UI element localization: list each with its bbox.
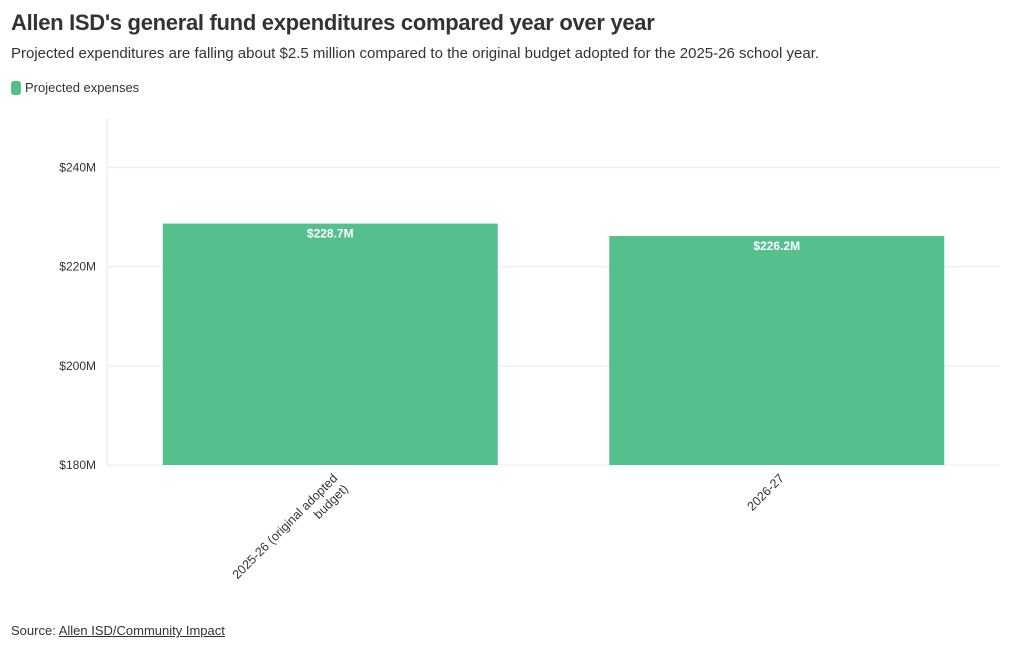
- data-label: $226.2M: [753, 239, 800, 253]
- x-tick-label: 2025-26 (original adoptedbudget): [230, 471, 351, 592]
- bar: [162, 223, 498, 465]
- y-tick-label: $240M: [59, 161, 96, 175]
- legend-swatch: [11, 80, 21, 95]
- source-prefix: Source:: [11, 623, 59, 638]
- source-note: Source: Allen ISD/Community Impact: [11, 623, 225, 638]
- bar: [609, 235, 945, 465]
- chart-subtitle: Projected expenditures are falling about…: [11, 45, 820, 62]
- y-tick-label: $200M: [59, 359, 96, 373]
- data-label: $228.7M: [307, 227, 354, 241]
- y-tick-label: $180M: [59, 458, 96, 472]
- chart-title: Allen ISD's general fund expenditures co…: [11, 10, 655, 35]
- y-tick-label: $220M: [59, 260, 96, 274]
- source-link[interactable]: Allen ISD/Community Impact: [58, 623, 225, 638]
- x-tick-label: 2026-27: [745, 471, 787, 513]
- legend: Projected expenses: [11, 80, 139, 95]
- legend-label: Projected expenses: [25, 80, 140, 95]
